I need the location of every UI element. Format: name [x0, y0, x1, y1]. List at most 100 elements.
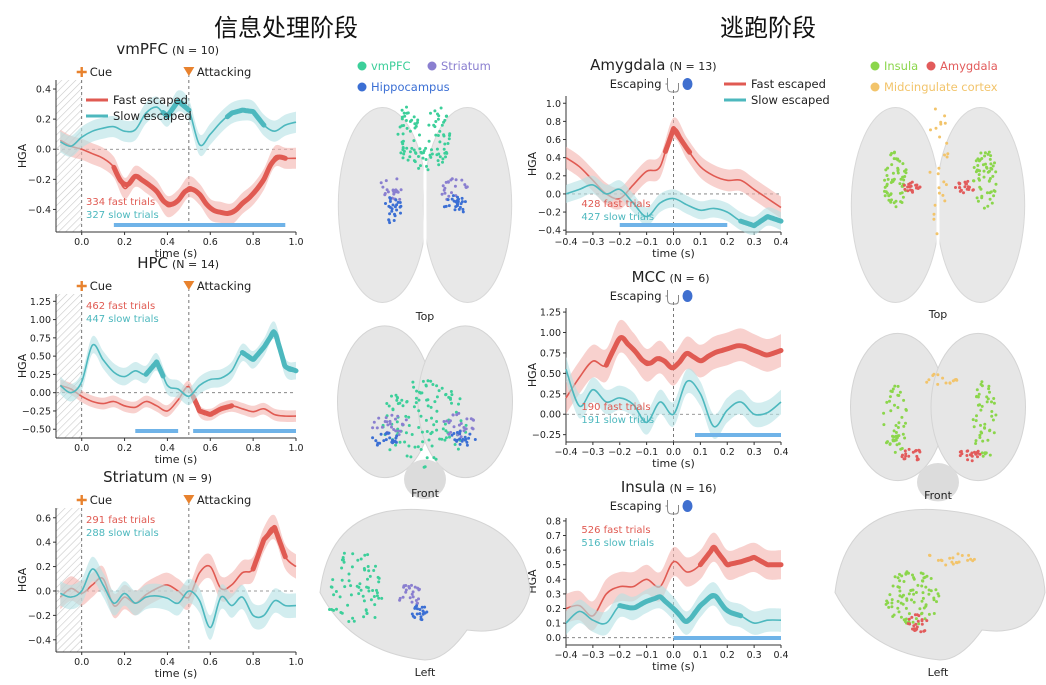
electrode-insula [889, 409, 893, 413]
electrode-striatum [445, 419, 449, 423]
x-axis-label: time (s) [652, 660, 695, 673]
electrode-vmpfc [447, 137, 451, 141]
y-tick-label: 0.6 [36, 513, 51, 524]
significant-segment-fast [250, 524, 288, 572]
electrode-insula [912, 592, 916, 596]
electrode-insula [889, 181, 893, 184]
electrode-vmpfc [332, 593, 336, 597]
electrode-mcc [945, 155, 949, 159]
cue-label: Cue [90, 493, 112, 507]
electrode-insula [988, 390, 991, 394]
attack-label: Attacking [197, 493, 252, 507]
electrode-hippocampus [473, 438, 477, 441]
electrode-vmpfc [411, 380, 415, 384]
electrode-vmpfc [406, 111, 410, 115]
electrode-insula [929, 577, 933, 580]
electrode-vmpfc [357, 592, 361, 596]
electrode-vmpfc [417, 155, 420, 158]
electrode-striatum [402, 585, 406, 589]
electrode-amygdala [958, 182, 962, 185]
y-tick-label: 0.6 [546, 546, 561, 557]
electrode-mcc [941, 193, 945, 197]
electrode-insula [975, 388, 979, 392]
electrode-hippocampus [379, 432, 383, 436]
electrode-vmpfc [375, 594, 379, 598]
electrode-striatum [398, 197, 402, 201]
electrode-insula [883, 194, 887, 198]
electrode-insula [896, 406, 900, 409]
y-tick-label: 0.4 [36, 538, 51, 549]
electrode-amygdala [976, 455, 979, 459]
electrode-mcc [943, 114, 947, 118]
electrode-vmpfc [420, 391, 424, 395]
electrode-insula [883, 189, 886, 193]
electrode-insula [985, 166, 989, 170]
electrode-insula [898, 390, 902, 394]
electrode-vmpfc [413, 122, 417, 126]
electrode-insula [905, 570, 909, 574]
electrode-insula [892, 435, 896, 439]
electrode-insula [992, 189, 996, 193]
electrode-vmpfc [417, 166, 421, 170]
electrode-striatum [407, 585, 411, 588]
electrode-insula [893, 450, 897, 454]
x-tick-label: 0.8 [246, 237, 261, 248]
y-tick-label: 0.00 [540, 410, 561, 421]
electrode-vmpfc [416, 445, 420, 449]
x-tick-label: 0.4 [160, 443, 175, 454]
electrode-mcc [932, 212, 936, 216]
x-tick-label: −0.1 [635, 237, 658, 248]
electrode-vmpfc [405, 454, 409, 458]
significant-segment-fast [111, 154, 288, 216]
electrode-hippocampus [461, 437, 465, 441]
baseline-hatch [56, 294, 82, 438]
brain-lateral [834, 508, 1046, 661]
electrode-vmpfc [404, 431, 408, 435]
electrode-striatum [452, 425, 456, 429]
x-tick-label: 0.2 [117, 443, 132, 454]
electrode-insula [885, 191, 889, 195]
electrode-insula [897, 610, 901, 614]
electrode-vmpfc [417, 426, 421, 429]
electrode-insula [887, 605, 891, 609]
electrode-amygdala [903, 457, 907, 461]
electrode-insula [983, 151, 987, 155]
electrode-insula [992, 401, 996, 405]
x-axis-label: time (s) [155, 453, 198, 466]
y-tick-label: 0.2 [36, 115, 51, 126]
electrode-vmpfc [444, 155, 447, 159]
electrode-amygdala [958, 186, 962, 189]
electrode-insula [985, 191, 989, 195]
electrode-vmpfc [402, 111, 406, 115]
electrode-insula [889, 200, 893, 204]
electrode-insula [890, 151, 894, 155]
electrode-vmpfc [358, 582, 362, 586]
electrode-vmpfc [426, 404, 430, 408]
escape-button-icon [682, 78, 693, 90]
brain-right-hemisphere [417, 325, 513, 479]
brain-left-hemisphere [337, 107, 428, 303]
electrode-striatum [444, 180, 448, 184]
electrode-vmpfc [418, 147, 422, 151]
electrode-insula [884, 168, 888, 172]
electrode-insula [916, 583, 920, 587]
electrode-insula [892, 157, 896, 161]
electrode-vmpfc [416, 118, 420, 122]
electrode-hippocampus [384, 432, 388, 436]
brain-legend-label: Insula [884, 59, 918, 73]
electrode-vmpfc [435, 395, 439, 399]
electrode-mcc [943, 121, 947, 125]
electrode-vmpfc [438, 437, 442, 441]
electrode-striatum [377, 416, 381, 420]
electrode-vmpfc [436, 117, 440, 121]
electrode-vmpfc [373, 603, 377, 607]
electrode-hippocampus [388, 212, 392, 216]
electrode-vmpfc [352, 619, 356, 623]
electrode-vmpfc [341, 556, 345, 559]
electrode-vmpfc [412, 139, 416, 143]
electrode-vmpfc [450, 393, 454, 397]
electrode-mcc [967, 553, 971, 557]
y-axis-label: HGA [526, 362, 539, 387]
electrode-insula [981, 163, 985, 167]
significance-bar [135, 429, 179, 433]
